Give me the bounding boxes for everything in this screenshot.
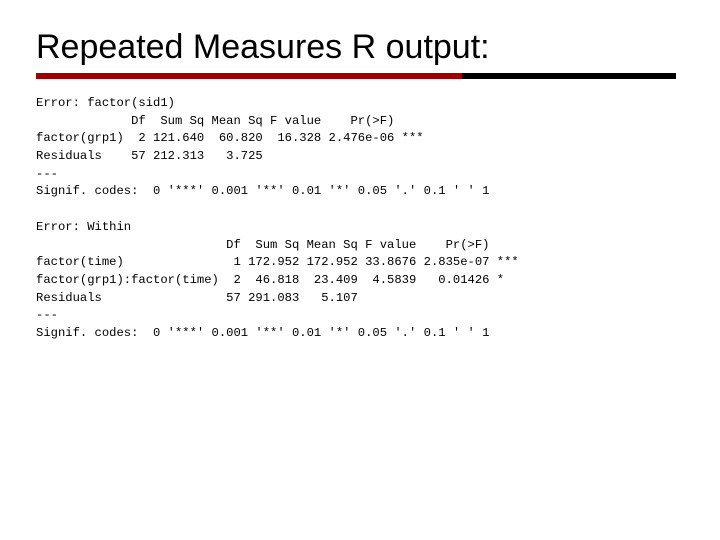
anova-header-1: Df Sum Sq Mean Sq F value Pr(>F): [36, 114, 394, 128]
page-title: Repeated Measures R output:: [36, 28, 684, 67]
underline-black-segment: [462, 73, 676, 79]
anova-row-residuals-1: Residuals 57 212.313 3.725: [36, 149, 263, 163]
slide-container: Repeated Measures R output: Error: facto…: [0, 0, 720, 363]
anova-row-time: factor(time) 1 172.952 172.952 33.8676 2…: [36, 255, 519, 269]
anova-row-grp1: factor(grp1) 2 121.640 60.820 16.328 2.4…: [36, 131, 424, 145]
separator-2: ---: [36, 308, 58, 322]
underline-red-segment: [36, 73, 466, 79]
error-stratum-2: Error: Within: [36, 220, 131, 234]
anova-row-interaction: factor(grp1):factor(time) 2 46.818 23.40…: [36, 273, 504, 287]
r-output-block-1: Error: factor(sid1) Df Sum Sq Mean Sq F …: [36, 95, 684, 343]
signif-codes-2: Signif. codes: 0 '***' 0.001 '**' 0.01 '…: [36, 326, 489, 340]
signif-codes-1: Signif. codes: 0 '***' 0.001 '**' 0.01 '…: [36, 184, 489, 198]
title-underline: [36, 73, 684, 79]
anova-header-2: Df Sum Sq Mean Sq F value Pr(>F): [36, 238, 489, 252]
error-stratum-1: Error: factor(sid1): [36, 96, 175, 110]
anova-row-residuals-2: Residuals 57 291.083 5.107: [36, 291, 358, 305]
separator-1: ---: [36, 167, 58, 181]
